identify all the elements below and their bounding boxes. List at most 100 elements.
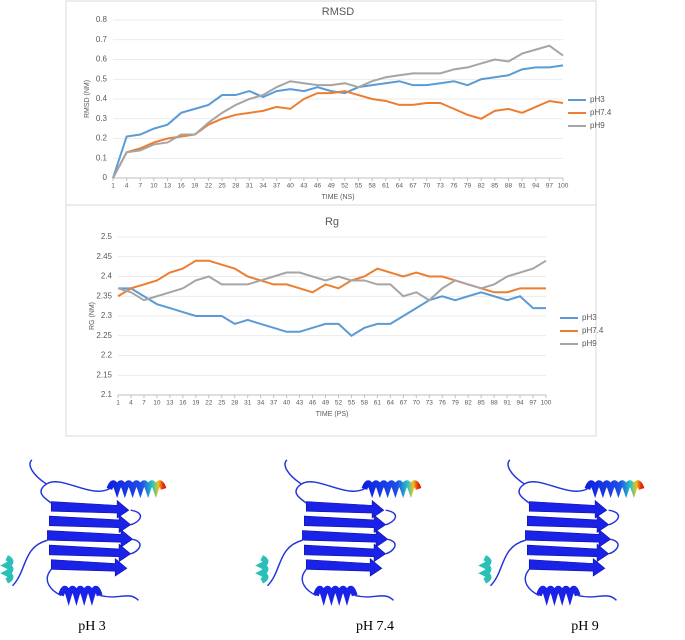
x-tick-label: 4 [129,400,133,407]
protein-structure [485,460,642,600]
x-tick-label: 79 [452,400,460,407]
x-tick-label: 55 [355,183,363,190]
x-axis-label: TIME (PS) [316,411,349,418]
x-tick-label: 91 [503,400,511,407]
x-tick-label: 49 [328,183,336,190]
x-tick-label: 10 [150,183,158,190]
x-tick-label: 88 [505,183,513,190]
x-tick-label: 52 [335,400,343,407]
chart-frame [65,0,597,206]
protein-structure [262,460,419,600]
x-tick-label: 28 [231,400,239,407]
x-tick-label: 34 [257,400,265,407]
x-tick-label: 37 [273,183,281,190]
x-tick-label: 1 [111,183,115,190]
x-tick-label: 31 [246,183,254,190]
x-tick-label: 25 [218,400,226,407]
x-tick-label: 85 [491,183,499,190]
x-axis-label: TIME (NS) [321,194,354,201]
x-tick-label: 94 [532,183,540,190]
y-tick-label: 0.6 [96,55,108,64]
x-tick-label: 7 [142,400,146,407]
x-tick-label: 58 [361,400,369,407]
x-tick-label: 40 [283,400,291,407]
x-tick-label: 19 [192,400,200,407]
y-tick-label: 2.45 [96,252,112,261]
x-tick-label: 100 [541,400,552,407]
x-tick-label: 34 [259,183,267,190]
y-tick-label: 0 [103,173,108,182]
x-tick-label: 82 [465,400,473,407]
x-tick-label: 79 [464,183,472,190]
x-tick-label: 43 [300,183,308,190]
x-tick-label: 1 [116,400,120,407]
y-tick-label: 2.1 [101,390,113,399]
x-tick-label: 49 [322,400,330,407]
legend-label: pH3 [582,313,597,322]
x-tick-label: 70 [423,183,431,190]
y-axis-label: RMSD (NM) [84,80,91,118]
chart-title: RMSD [322,6,354,18]
x-tick-label: 97 [529,400,537,407]
x-tick-label: 19 [191,183,199,190]
data-line [112,44,564,179]
x-tick-label: 55 [348,400,356,407]
x-tick-label: 64 [396,183,404,190]
x-tick-label: 16 [178,183,186,190]
legend-label: pH7.4 [590,108,612,117]
legend-label: pH9 [582,339,597,348]
x-tick-label: 73 [426,400,434,407]
x-tick-label: 46 [314,183,322,190]
y-tick-label: 2.4 [101,272,113,281]
x-tick-label: 46 [309,400,317,407]
x-tick-label: 31 [244,400,252,407]
x-tick-label: 97 [546,183,554,190]
x-tick-label: 61 [382,183,390,190]
x-tick-label: 28 [232,183,240,190]
x-tick-label: 16 [179,400,187,407]
x-tick-label: 13 [164,183,172,190]
x-tick-label: 94 [516,400,524,407]
x-tick-label: 82 [478,183,486,190]
x-tick-label: 67 [400,400,408,407]
x-tick-label: 13 [166,400,174,407]
x-tick-label: 70 [413,400,421,407]
y-tick-label: 0.5 [96,74,108,83]
protein-structure [7,460,164,600]
x-tick-label: 52 [341,183,349,190]
legend-label: pH3 [590,95,605,104]
x-tick-label: 76 [450,183,458,190]
x-tick-label: 4 [125,183,129,190]
x-tick-label: 88 [491,400,499,407]
y-tick-label: 0.3 [96,114,108,123]
x-tick-label: 85 [478,400,486,407]
x-tick-label: 7 [138,183,142,190]
data-line [117,259,547,302]
x-tick-label: 91 [518,183,526,190]
panel-label: pH 3 [78,619,106,634]
x-tick-label: 43 [296,400,304,407]
x-tick-label: 22 [205,183,213,190]
panel-label: pH 9 [571,619,599,634]
x-tick-label: 40 [287,183,295,190]
x-tick-label: 100 [558,183,569,190]
x-tick-label: 10 [153,400,161,407]
y-tick-label: 2.35 [96,291,112,300]
y-tick-label: 0.1 [96,153,108,162]
panel-label: pH 7.4 [356,619,394,634]
x-tick-label: 25 [218,183,226,190]
y-tick-label: 2.5 [101,232,113,241]
x-tick-label: 37 [270,400,278,407]
y-tick-label: 0.7 [96,35,108,44]
y-axis-label: RG (NM) [89,302,96,330]
legend-label: pH9 [590,121,605,130]
x-tick-label: 64 [387,400,395,407]
y-tick-label: 0.4 [96,94,108,103]
x-tick-label: 76 [439,400,447,407]
y-tick-label: 2.3 [101,311,113,320]
y-tick-label: 0.8 [96,15,108,24]
y-tick-label: 0.2 [96,134,108,143]
x-tick-label: 73 [437,183,445,190]
chart-title: Rg [325,216,339,228]
